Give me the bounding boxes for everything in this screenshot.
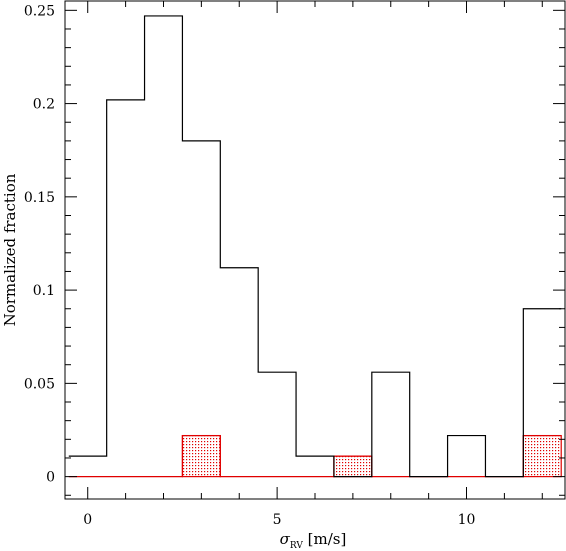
- red-hatched-bar: [181, 434, 221, 478]
- plot-frame: [64, 0, 566, 500]
- y-tick-label: 0.25: [24, 3, 55, 19]
- x-axis-label: σRV [m/s]: [280, 530, 347, 551]
- y-tick-label: 0.15: [24, 190, 55, 206]
- y-tick-label: 0.05: [24, 376, 55, 392]
- x-tick-label: 10: [458, 512, 476, 528]
- y-tick-label: 0.1: [33, 283, 55, 299]
- red-hatched-bar: [522, 434, 562, 478]
- y-axis-label: Normalized fraction: [1, 173, 19, 326]
- x-tick-label: 0: [83, 512, 92, 528]
- red-hatched-bar: [333, 455, 373, 478]
- black-series-step: [68, 15, 562, 478]
- y-tick-label: 0.2: [33, 97, 55, 113]
- y-tick-label: 0: [46, 470, 55, 486]
- x-tick-label: 5: [273, 512, 282, 528]
